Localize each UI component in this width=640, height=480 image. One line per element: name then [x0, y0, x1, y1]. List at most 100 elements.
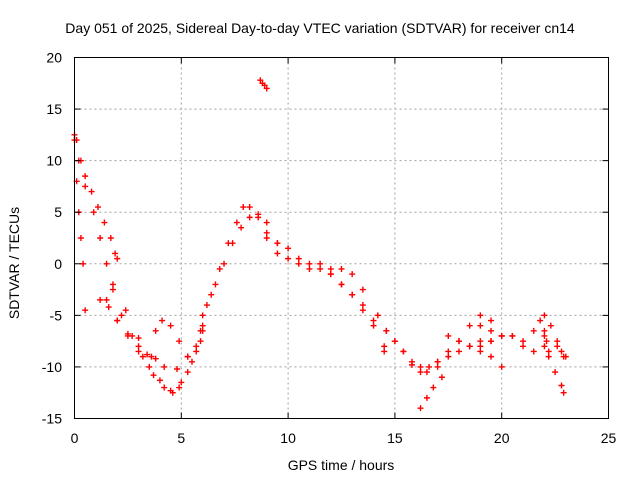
- data-point: [477, 343, 484, 350]
- axis-ticks: 0 5 10 15 20 25 -15 -10 -5 0 5 10 15 20: [42, 50, 617, 447]
- data-point: [560, 389, 567, 396]
- series-arc-25: [545, 353, 567, 396]
- data-point: [112, 250, 119, 257]
- data-point: [317, 265, 324, 272]
- series-arc-11: [263, 235, 366, 293]
- y-tick-label: 20: [46, 50, 62, 66]
- data-point: [370, 317, 377, 324]
- series-arc-5: [109, 281, 204, 372]
- data-point: [488, 317, 495, 324]
- data-point: [295, 260, 302, 267]
- data-point: [174, 365, 181, 372]
- data-point: [295, 255, 302, 262]
- data-point: [118, 312, 125, 319]
- data-point: [520, 338, 527, 345]
- data-point: [109, 286, 116, 293]
- series-arc-14: [338, 281, 388, 355]
- data-point: [338, 265, 345, 272]
- data-point: [208, 291, 215, 298]
- data-point: [152, 327, 159, 334]
- data-point: [114, 317, 121, 324]
- series-arc-22: [477, 322, 548, 345]
- y-tick-label: -10: [42, 359, 62, 375]
- data-point: [159, 317, 166, 324]
- data-point: [203, 302, 210, 309]
- data-point: [285, 245, 292, 252]
- data-point: [82, 307, 89, 314]
- data-point: [541, 312, 548, 319]
- data-point: [400, 348, 407, 355]
- data-point: [547, 322, 554, 329]
- data-point: [445, 348, 452, 355]
- data-point: [541, 332, 548, 339]
- data-point: [455, 338, 462, 345]
- data-point: [274, 250, 281, 257]
- data-point: [537, 317, 544, 324]
- data-point: [199, 312, 206, 319]
- data-point: [122, 307, 129, 314]
- data-point: [498, 363, 505, 370]
- y-tick-label: 5: [54, 204, 62, 220]
- data-point: [466, 343, 473, 350]
- x-axis-label: GPS time / hours: [287, 457, 395, 473]
- data-point: [212, 281, 219, 288]
- data-point: [263, 235, 270, 241]
- data-point: [161, 363, 168, 370]
- data-point: [152, 355, 159, 362]
- data-point: [103, 296, 110, 303]
- data-point: [383, 327, 390, 334]
- data-point: [434, 358, 441, 365]
- data-point: [426, 363, 433, 370]
- data-point: [150, 372, 157, 379]
- data-point: [349, 291, 356, 298]
- data-point: [545, 353, 552, 360]
- data-point: [374, 312, 381, 319]
- series-arc-26: [554, 343, 569, 360]
- series-arc-21: [466, 343, 505, 370]
- data-point: [552, 369, 559, 376]
- x-tick-label: 0: [71, 430, 79, 446]
- plot-frame: [74, 57, 609, 419]
- x-tick-label: 20: [494, 430, 510, 446]
- grid-lines: [74, 57, 609, 419]
- series-arc-10: [257, 77, 270, 92]
- data-point: [94, 204, 101, 211]
- data-point: [541, 343, 548, 350]
- data-point: [509, 332, 516, 339]
- data-point: [317, 260, 324, 267]
- data-point: [488, 338, 495, 345]
- series-arc-16: [383, 327, 424, 370]
- data-point: [327, 271, 334, 278]
- data-point: [221, 260, 228, 267]
- data-point: [541, 327, 548, 334]
- data-point: [359, 286, 366, 293]
- data-point: [135, 343, 142, 350]
- data-point: [229, 240, 236, 247]
- data-point: [176, 384, 183, 391]
- data-point: [263, 219, 270, 226]
- data-point: [543, 338, 550, 345]
- data-point: [359, 307, 366, 314]
- data-point: [263, 85, 270, 92]
- data-point: [530, 327, 537, 334]
- data-point: [184, 369, 191, 376]
- data-point: [423, 369, 430, 376]
- data-point: [193, 343, 200, 350]
- data-point: [558, 382, 565, 389]
- x-tick-label: 10: [280, 430, 296, 446]
- data-point: [82, 173, 89, 180]
- data-point: [103, 260, 110, 267]
- y-tick-label: -15: [42, 411, 62, 427]
- data-point: [146, 363, 153, 370]
- data-point: [445, 353, 452, 360]
- data-point: [124, 332, 131, 339]
- data-point: [199, 322, 206, 329]
- data-point: [197, 327, 204, 334]
- data-point: [423, 394, 430, 401]
- series-arc-9: [203, 211, 270, 309]
- data-point: [554, 343, 561, 350]
- data-point: [184, 353, 191, 360]
- data-point: [135, 348, 142, 355]
- data-point: [359, 302, 366, 309]
